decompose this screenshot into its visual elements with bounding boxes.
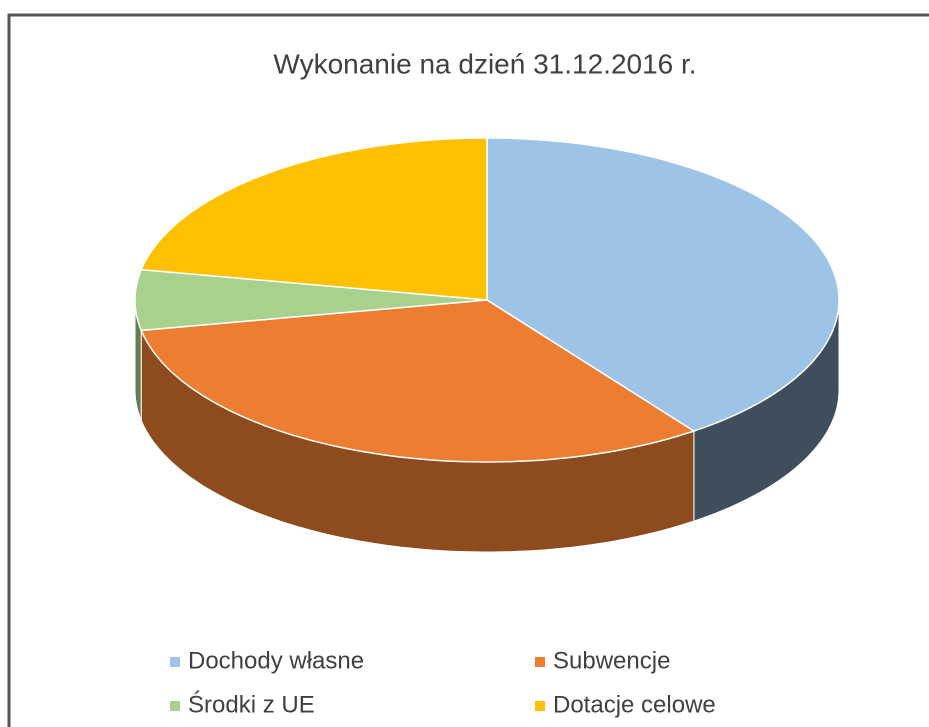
legend-label: Środki z UE [188,690,315,718]
legend: Dochody własne Subwencje Środki z UE Dotacj… [170,647,716,718]
slice [134,268,488,332]
legend-label: Dochody własne [188,647,364,674]
legend-swatch [170,657,180,667]
legend-swatch [170,701,180,711]
legend-label: Dotacje celowe [553,691,716,718]
legend-swatch [535,657,545,667]
pie [134,137,840,553]
slice [140,137,488,301]
slice [486,137,840,432]
legend-swatch [535,701,545,711]
legend-label: Subwencje [553,647,670,674]
chart-title: Wykonanie na dzień 31.12.2016 r. [273,48,696,79]
slice [140,299,696,463]
chart-frame [7,13,929,727]
